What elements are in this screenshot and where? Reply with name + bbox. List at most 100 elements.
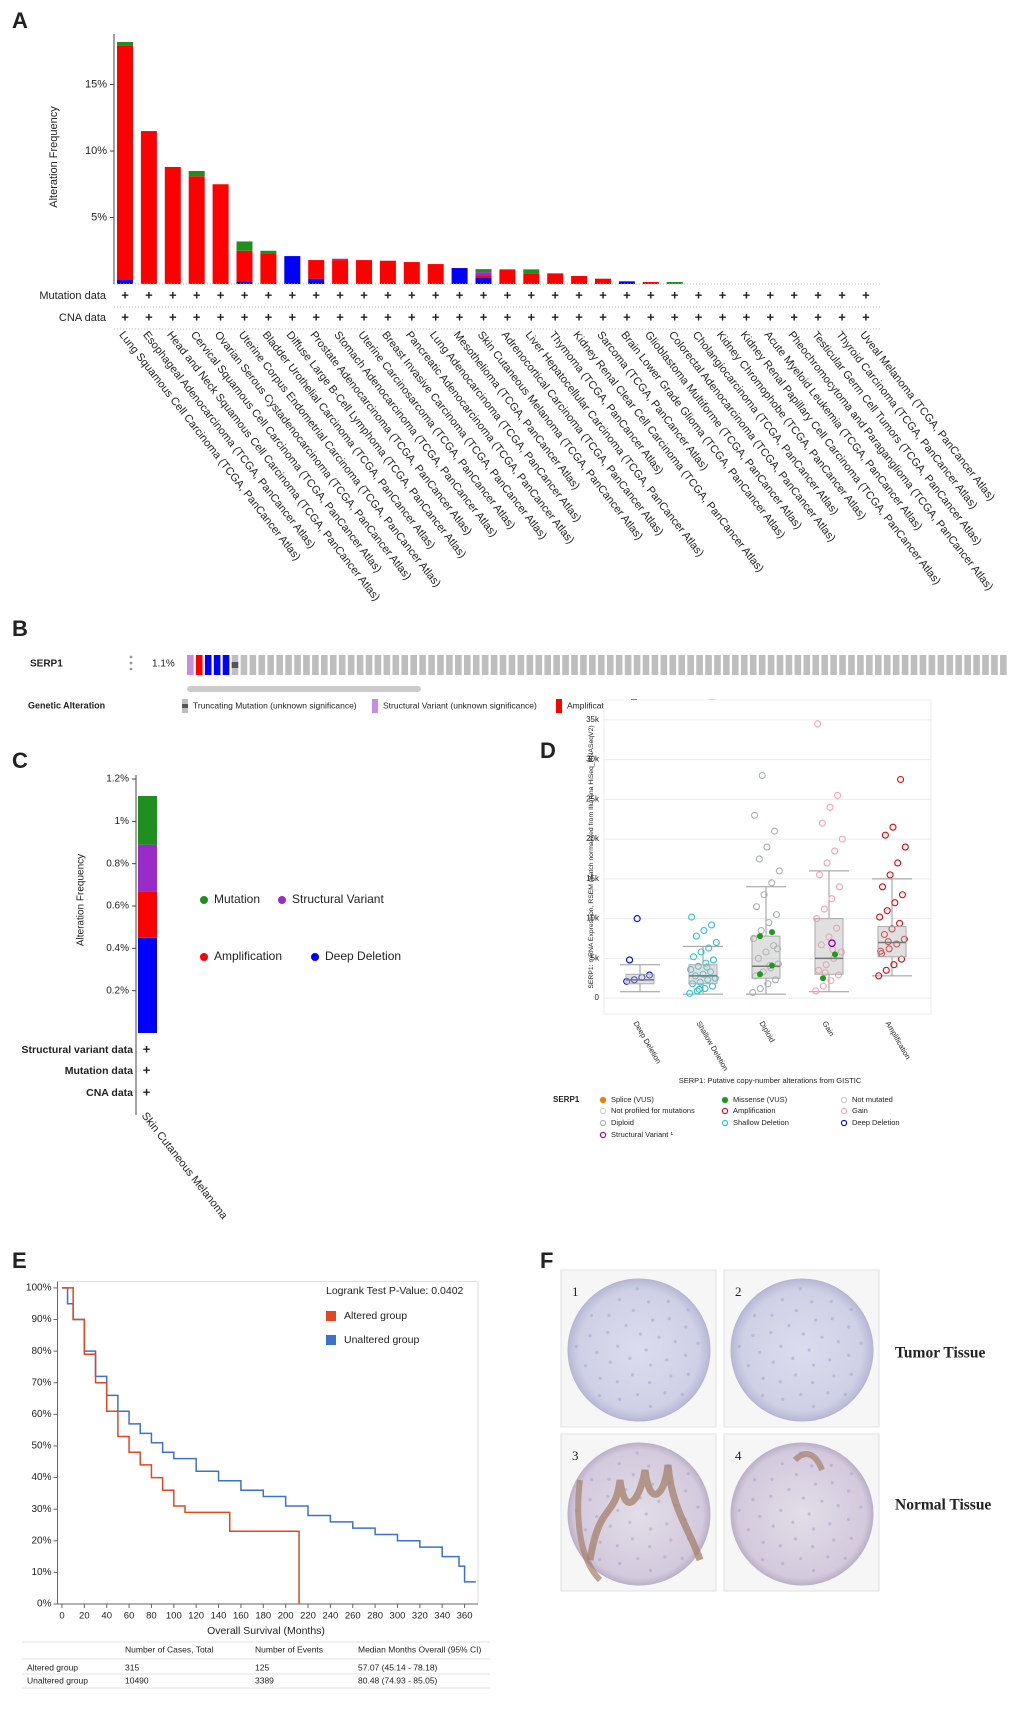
sample-cell xyxy=(490,655,498,675)
tissue-texture xyxy=(595,1514,599,1519)
legend-marker xyxy=(721,1107,729,1115)
legend-dot xyxy=(278,896,286,904)
row-mark: + xyxy=(647,309,655,324)
bar-segment xyxy=(236,241,253,251)
sample-cell xyxy=(874,655,882,675)
mutation-glyph xyxy=(231,662,239,668)
tissue-texture xyxy=(673,1339,677,1344)
row-label: Mutation data xyxy=(65,1065,133,1077)
tissue-texture xyxy=(644,1348,648,1352)
x-tick-label: 0 xyxy=(59,1611,64,1622)
legend-label: Structural Variant xyxy=(292,892,384,906)
y-tick-label: 35k xyxy=(586,715,600,724)
missense-point xyxy=(757,933,763,940)
row-mark: + xyxy=(551,287,559,302)
sample-cell xyxy=(669,655,677,675)
tissue-texture xyxy=(648,1363,653,1367)
legend-swatch xyxy=(182,704,188,708)
data-point xyxy=(688,913,696,921)
x-axis-title: Overall Survival (Months) xyxy=(207,1625,325,1637)
data-point xyxy=(709,956,718,964)
bar-segment xyxy=(571,276,588,284)
y-tick-label: 15k xyxy=(586,874,600,883)
row-mark: + xyxy=(695,309,703,324)
x-axis-title: SERP1: Putative copy-number alterations … xyxy=(679,1076,862,1085)
bar-segment xyxy=(356,260,372,284)
tissue-texture xyxy=(794,1308,798,1313)
tissue-texture xyxy=(607,1313,611,1317)
data-point xyxy=(881,831,889,839)
data-point xyxy=(878,883,887,891)
y-tick-label: 1% xyxy=(115,816,130,827)
tissue-texture xyxy=(811,1527,816,1531)
row-label: CNA data xyxy=(86,1087,133,1099)
legend-label: Not profiled for mutations xyxy=(611,1106,695,1115)
tissue-texture xyxy=(811,1404,816,1409)
sample-cell xyxy=(624,655,632,675)
sample-cell xyxy=(705,655,712,675)
legend-swatch xyxy=(326,1335,336,1345)
tissue-texture xyxy=(597,1558,602,1562)
tissue-core xyxy=(567,1442,711,1586)
image-number: 4 xyxy=(735,1448,742,1463)
sample-cell xyxy=(991,655,998,675)
legend-marker xyxy=(599,1131,607,1139)
x-tick-label: 240 xyxy=(322,1611,338,1622)
data-point xyxy=(751,811,759,819)
table-cell: 3389 xyxy=(255,1675,274,1685)
tissue-texture xyxy=(606,1330,610,1335)
sample-cell xyxy=(937,655,945,675)
data-point xyxy=(880,930,888,939)
tissue-texture xyxy=(595,1350,599,1355)
x-tick-label: 200 xyxy=(278,1611,294,1622)
sv-point xyxy=(828,939,836,948)
sample-cell xyxy=(901,655,909,675)
legend-label: Gain xyxy=(852,1106,868,1115)
tissue-texture xyxy=(752,1314,757,1318)
table-header: Median Months Overall (95% CI) xyxy=(358,1644,481,1654)
x-tick-label: 80 xyxy=(146,1611,157,1622)
tissue-texture xyxy=(684,1325,688,1329)
data-point xyxy=(772,911,781,919)
row-mark: + xyxy=(599,309,607,324)
bar-segment xyxy=(475,278,492,284)
tissue-texture xyxy=(778,1380,782,1384)
tissue-texture xyxy=(663,1391,667,1395)
tissue-texture xyxy=(781,1561,785,1566)
y-tick-label: 80% xyxy=(31,1346,51,1357)
sample-cell xyxy=(714,655,721,675)
sample-cell xyxy=(553,655,560,675)
missense-point xyxy=(820,975,826,982)
tissue-core xyxy=(730,1278,874,1422)
tissue-texture xyxy=(859,1505,863,1509)
x-tick-label: 60 xyxy=(124,1611,135,1622)
y-tick-label: 1.2% xyxy=(106,774,129,785)
row-mark: + xyxy=(814,287,822,302)
legend-marker xyxy=(840,1119,848,1127)
panel-letter: F xyxy=(540,1248,553,1273)
table-header: Number of Events xyxy=(255,1644,323,1654)
box xyxy=(688,964,718,985)
y-tick-label: 10% xyxy=(85,145,107,157)
y-tick-label: 30k xyxy=(586,755,600,764)
legend-label: Mutation xyxy=(214,892,260,906)
sample-cell xyxy=(642,655,650,675)
data-point xyxy=(831,847,839,855)
legend-label: Structural Variant (unknown significance… xyxy=(383,700,537,710)
bar-segment xyxy=(138,891,157,938)
tissue-texture xyxy=(583,1364,587,1368)
data-point xyxy=(838,835,846,843)
sample-cell xyxy=(463,655,471,675)
data-point xyxy=(694,962,702,970)
y-tick-label: 50% xyxy=(31,1441,51,1452)
tissue-texture xyxy=(761,1376,765,1380)
tissue-texture xyxy=(810,1464,814,1468)
sample-cell xyxy=(258,655,266,675)
sample-cell xyxy=(204,655,212,675)
tissue-texture xyxy=(843,1392,847,1396)
tissue-texture xyxy=(684,1353,688,1357)
data-point xyxy=(815,871,824,879)
row-mark: + xyxy=(480,287,488,302)
data-point xyxy=(885,945,893,953)
sample-cell xyxy=(321,655,328,675)
